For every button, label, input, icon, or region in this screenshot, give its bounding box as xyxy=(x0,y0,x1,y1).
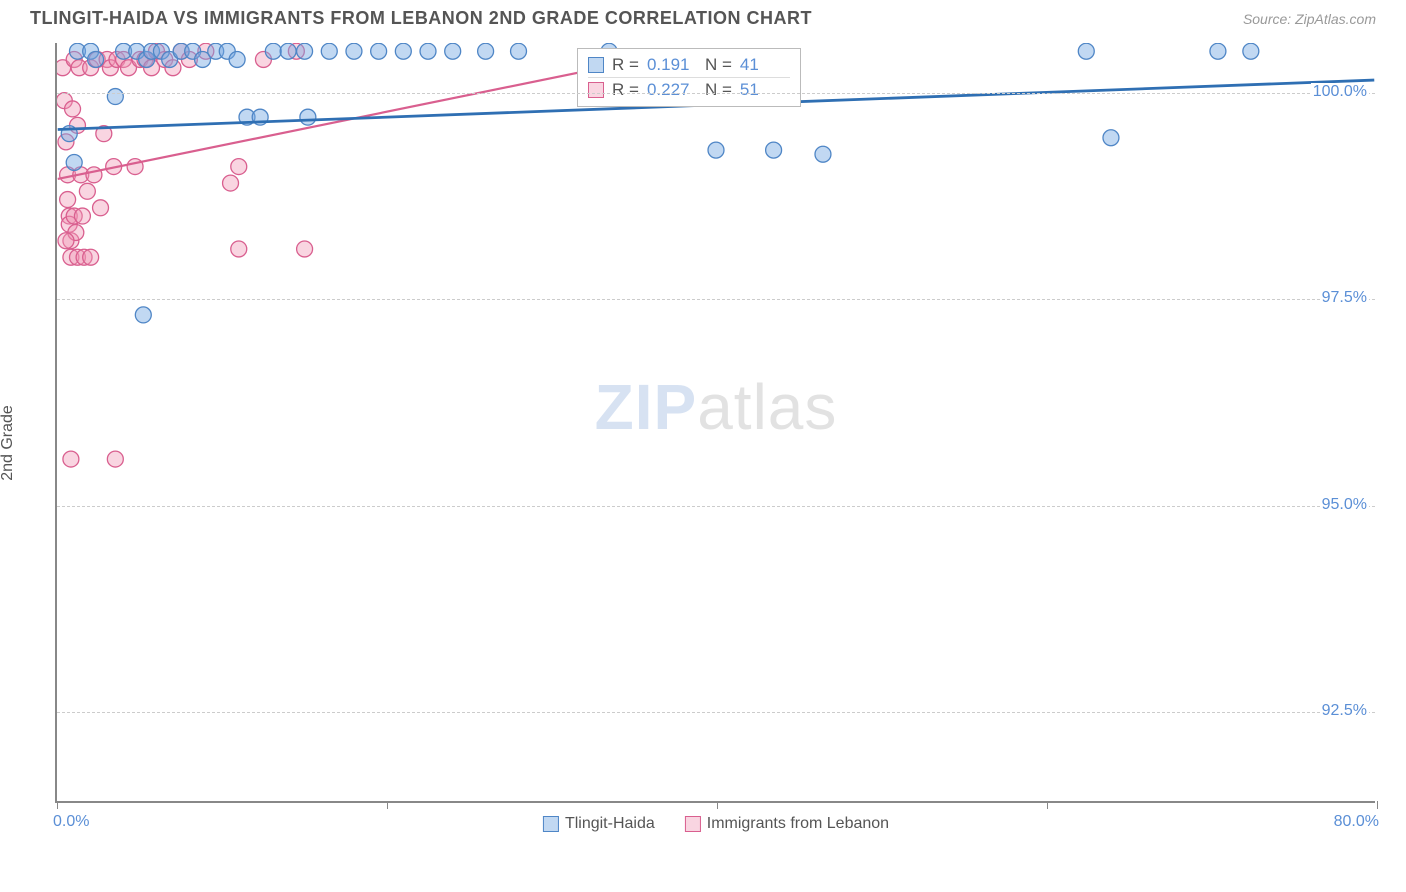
stats-legend-box: R = 0.191 N = 41 R = 0.227 N = 51 xyxy=(577,48,801,107)
plot-region: ZIPatlas R = 0.191 N = 41 R = 0.227 N = … xyxy=(55,43,1375,803)
y-tick-label: 97.5% xyxy=(1320,289,1369,307)
series2-label: Immigrants from Lebanon xyxy=(707,815,889,833)
chart-area: 2nd Grade ZIPatlas R = 0.191 N = 41 R = … xyxy=(0,33,1406,853)
source-label: Source: ZipAtlas.com xyxy=(1243,11,1376,27)
x-tick xyxy=(1377,801,1378,809)
y-axis-label: 2nd Grade xyxy=(0,405,17,481)
series2-swatch xyxy=(588,82,604,98)
series2-r-value: 0.227 xyxy=(647,80,697,100)
x-tick xyxy=(717,801,718,809)
series1-n-value: 41 xyxy=(740,55,790,75)
series2-swatch xyxy=(685,816,701,832)
x-tick xyxy=(1047,801,1048,809)
gridline xyxy=(57,93,1375,94)
y-tick-label: 95.0% xyxy=(1320,496,1369,514)
gridline xyxy=(57,712,1375,713)
series1-r-value: 0.191 xyxy=(647,55,697,75)
series1-swatch xyxy=(588,57,604,73)
x-max-label: 80.0% xyxy=(1334,813,1379,831)
gridline xyxy=(57,299,1375,300)
n-label: N = xyxy=(705,55,732,75)
x-min-label: 0.0% xyxy=(53,813,89,831)
n-label: N = xyxy=(705,80,732,100)
x-tick xyxy=(57,801,58,809)
r-label: R = xyxy=(612,80,639,100)
y-tick-label: 100.0% xyxy=(1311,83,1369,101)
series2-n-value: 51 xyxy=(740,80,790,100)
gridline xyxy=(57,506,1375,507)
x-tick xyxy=(387,801,388,809)
chart-title: TLINGIT-HAIDA VS IMMIGRANTS FROM LEBANON… xyxy=(30,8,812,29)
r-label: R = xyxy=(612,55,639,75)
watermark: ZIPatlas xyxy=(595,370,838,444)
series1-label: Tlingit-Haida xyxy=(565,815,655,833)
bottom-legend: Tlingit-Haida Immigrants from Lebanon xyxy=(543,815,889,833)
series1-swatch xyxy=(543,816,559,832)
y-tick-label: 92.5% xyxy=(1320,702,1369,720)
chart-svg xyxy=(57,43,1375,801)
